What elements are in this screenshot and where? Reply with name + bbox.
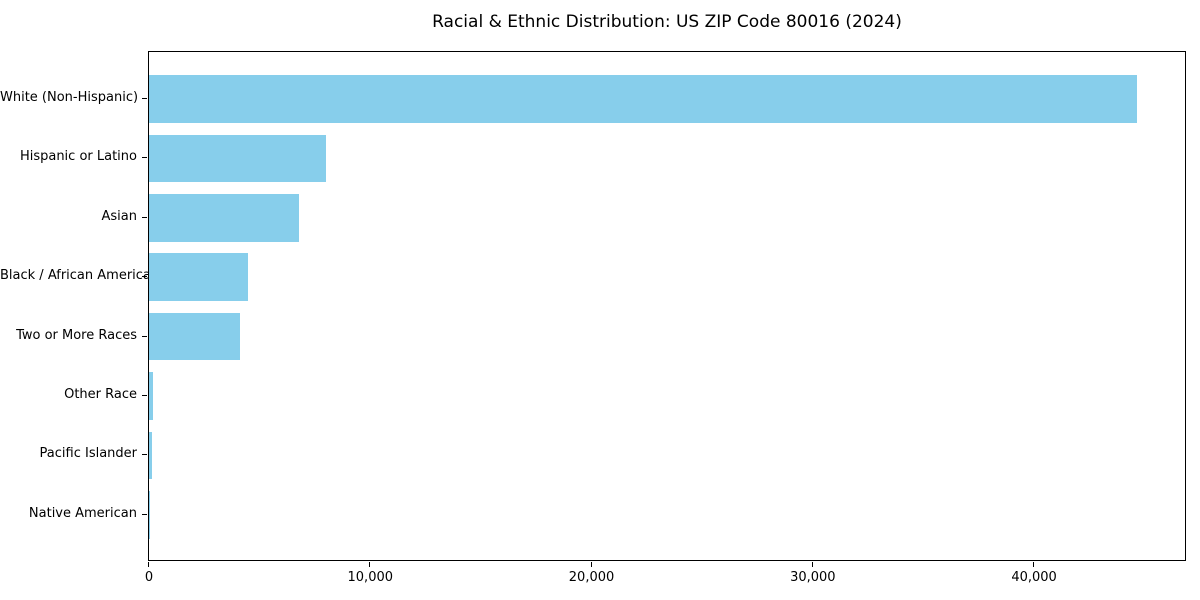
y-axis: White (Non-Hispanic) Hispanic or Latino As…: [0, 51, 160, 561]
bar-white-non-hispanic: [149, 75, 1137, 123]
y-tick-mark: [142, 335, 147, 337]
y-tick-label: White (Non-Hispanic): [0, 90, 139, 105]
x-tick-label: 20,000: [568, 570, 615, 585]
y-tick-label: Asian: [101, 208, 137, 224]
y-tick-label: Pacific Islander: [39, 446, 137, 462]
y-tick-mark: [142, 157, 147, 159]
y-tick-label: Other Race: [64, 387, 137, 402]
y-tick-label: Native American: [28, 505, 137, 521]
y-tick-mark: [142, 276, 147, 278]
y-tick-mark: [142, 216, 147, 218]
y-tick-mark: [142, 454, 147, 456]
bar-pacific-islander: [149, 431, 152, 480]
x-tick-mark: [590, 562, 592, 567]
x-tick-mark: [811, 562, 813, 567]
x-tick-mark: [369, 562, 371, 567]
x-tick-label: 40,000: [1011, 570, 1057, 585]
bar-asian: [149, 194, 300, 242]
bar-black-african-american: [149, 253, 249, 301]
x-tick-label: 0: [144, 570, 154, 585]
bar-hispanic-or-latino: [149, 134, 327, 183]
y-tick-label: Hispanic or Latino: [19, 149, 137, 165]
y-tick-label: Two or More Races: [16, 327, 137, 343]
x-tick-label: 30,000: [790, 570, 836, 585]
x-axis: 0 10,000 20,000 30,000 40,000: [144, 561, 1186, 600]
x-tick-mark: [1033, 562, 1035, 567]
bar-two-or-more-races: [149, 312, 240, 361]
plot-area: [148, 51, 1186, 561]
y-tick-mark: [142, 513, 147, 515]
bar-native-american: [149, 491, 150, 539]
y-tick-mark: [142, 395, 147, 396]
y-tick-label: Black / African American: [0, 268, 160, 284]
bar-other-race: [149, 372, 154, 420]
x-tick-label: 10,000: [347, 570, 394, 585]
y-tick-mark: [142, 98, 147, 99]
chart-title: Racial & Ethnic Distribution: US ZIP Cod…: [432, 12, 902, 32]
x-tick-mark: [148, 562, 149, 567]
